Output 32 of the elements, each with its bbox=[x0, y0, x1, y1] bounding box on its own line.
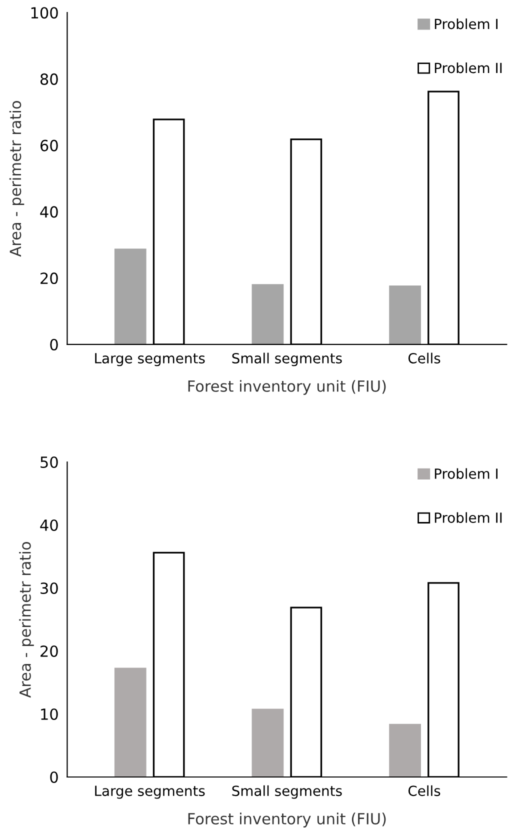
bar bbox=[389, 286, 421, 344]
legend-label: Problem II bbox=[434, 512, 502, 523]
x-tick-label: Cells bbox=[408, 352, 440, 364]
y-tick-label: 40 bbox=[40, 519, 58, 532]
bar bbox=[114, 668, 146, 777]
y-tick-label: 80 bbox=[40, 73, 58, 85]
y-axis-title: Area - perimetr ratio bbox=[19, 542, 34, 698]
y-tick-label: 100 bbox=[31, 7, 58, 19]
x-tick-label: Cells bbox=[408, 785, 440, 796]
legend-label: Problem I bbox=[434, 468, 498, 479]
bar bbox=[114, 248, 146, 344]
y-tick-label: 20 bbox=[40, 645, 58, 658]
y-tick-label: 60 bbox=[40, 140, 58, 152]
x-tick-label: Large segments bbox=[95, 786, 205, 799]
y-tick-label: 0 bbox=[50, 771, 58, 784]
y-tick-label: 30 bbox=[40, 582, 58, 594]
y-axis-title: Area - perimetr ratio bbox=[9, 101, 24, 257]
bar bbox=[252, 284, 284, 344]
x-tick-label: Large segments bbox=[95, 353, 205, 366]
legend-label: Problem II bbox=[434, 62, 502, 74]
y-tick-label: 40 bbox=[40, 206, 58, 218]
bar bbox=[252, 708, 284, 777]
y-tick-label: 20 bbox=[40, 272, 58, 284]
x-tick-label: Small segments bbox=[232, 352, 342, 366]
y-tick-label: 10 bbox=[41, 708, 58, 720]
x-axis-title: Forest inventory unit (FIU) bbox=[188, 380, 386, 395]
x-tick-label: Small segments bbox=[232, 785, 342, 799]
y-tick-label: 50 bbox=[40, 456, 58, 468]
y-tick-label: 0 bbox=[50, 338, 58, 350]
legend-label: Problem I bbox=[434, 18, 498, 30]
bar bbox=[389, 724, 421, 777]
x-axis-title: Forest inventory unit (FIU) bbox=[188, 812, 386, 828]
